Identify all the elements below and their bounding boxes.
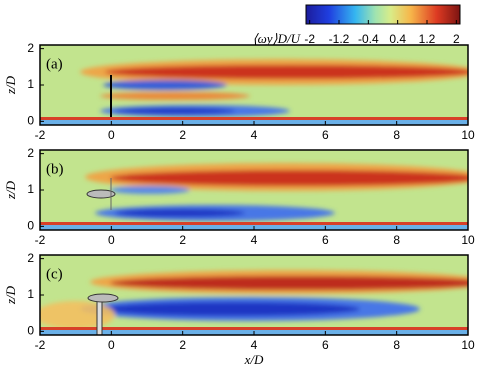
colorbar-label: ⟨ωy⟩D/U: [253, 31, 302, 46]
vortex-band: [40, 301, 115, 329]
vortex-band: [105, 65, 468, 79]
field-features: [40, 270, 468, 329]
x-tick-label: 2: [179, 233, 186, 247]
field: [40, 150, 468, 230]
x-tick-label: 4: [251, 233, 258, 247]
wall-layer: [40, 327, 468, 330]
colorbar: [305, 4, 461, 25]
colorbar-tick-label: -1.2: [329, 32, 350, 46]
nacelle: [86, 189, 116, 199]
panel-label: (b): [46, 161, 64, 177]
y-tick-label: 1: [27, 287, 34, 301]
x-tick-label: 6: [322, 128, 329, 142]
x-tick-label: -2: [35, 128, 46, 142]
y-axis-label: z/D: [3, 285, 18, 305]
panel-label: (c): [46, 266, 63, 282]
colorbar-tick-label: 1.2: [419, 32, 436, 46]
colorbar-tick-label: 2: [453, 32, 460, 46]
wall-layer: [40, 222, 468, 225]
y-tick-label: 2: [27, 41, 34, 55]
x-tick-label: -2: [35, 233, 46, 247]
x-tick-label: 8: [393, 233, 400, 247]
x-tick-label: 2: [179, 338, 186, 352]
x-tick-label: 0: [108, 128, 115, 142]
field: [40, 45, 468, 125]
x-axis-label: x/D: [244, 352, 264, 367]
vortex-band: [110, 186, 190, 194]
colorbar-tick-label: 0.4: [389, 32, 406, 46]
y-tick-label: 2: [27, 146, 34, 160]
x-tick-label: 4: [251, 128, 258, 142]
y-tick-label: 0: [27, 114, 34, 128]
y-axis-label: z/D: [3, 75, 18, 95]
field: [40, 255, 468, 335]
y-tick-label: 0: [27, 324, 34, 338]
x-tick-label: 8: [393, 338, 400, 352]
vortex-band: [115, 209, 245, 217]
nacelle: [87, 293, 119, 303]
panel-label: (a): [46, 56, 63, 72]
field-features: [80, 59, 468, 117]
vortex-band: [100, 92, 250, 100]
x-tick-label: 8: [393, 128, 400, 142]
field-features: [85, 163, 468, 221]
colorbar-tick-label: -2: [304, 32, 315, 46]
colorbar-tick-label: -0.4: [358, 32, 379, 46]
vortex-band: [100, 302, 360, 316]
wall-layer: [40, 117, 468, 120]
x-tick-label: 0: [108, 338, 115, 352]
y-tick-label: 1: [27, 77, 34, 91]
vortex-band: [115, 108, 235, 114]
tower: [96, 298, 103, 335]
x-tick-label: 4: [251, 338, 258, 352]
x-tick-label: 0: [108, 233, 115, 247]
vortex-band: [110, 170, 468, 186]
x-tick-label: 6: [322, 233, 329, 247]
y-axis-label: z/D: [3, 180, 18, 200]
x-tick-label: 6: [322, 338, 329, 352]
x-tick-label: 10: [461, 233, 475, 247]
y-tick-label: 0: [27, 219, 34, 233]
x-tick-label: 10: [461, 338, 475, 352]
y-tick-label: 2: [27, 251, 34, 265]
y-tick-label: 1: [27, 182, 34, 196]
x-tick-label: 2: [179, 128, 186, 142]
x-tick-label: -2: [35, 338, 46, 352]
vortex-band: [103, 80, 227, 90]
x-tick-label: 10: [461, 128, 475, 142]
vortex-band: [110, 276, 468, 290]
